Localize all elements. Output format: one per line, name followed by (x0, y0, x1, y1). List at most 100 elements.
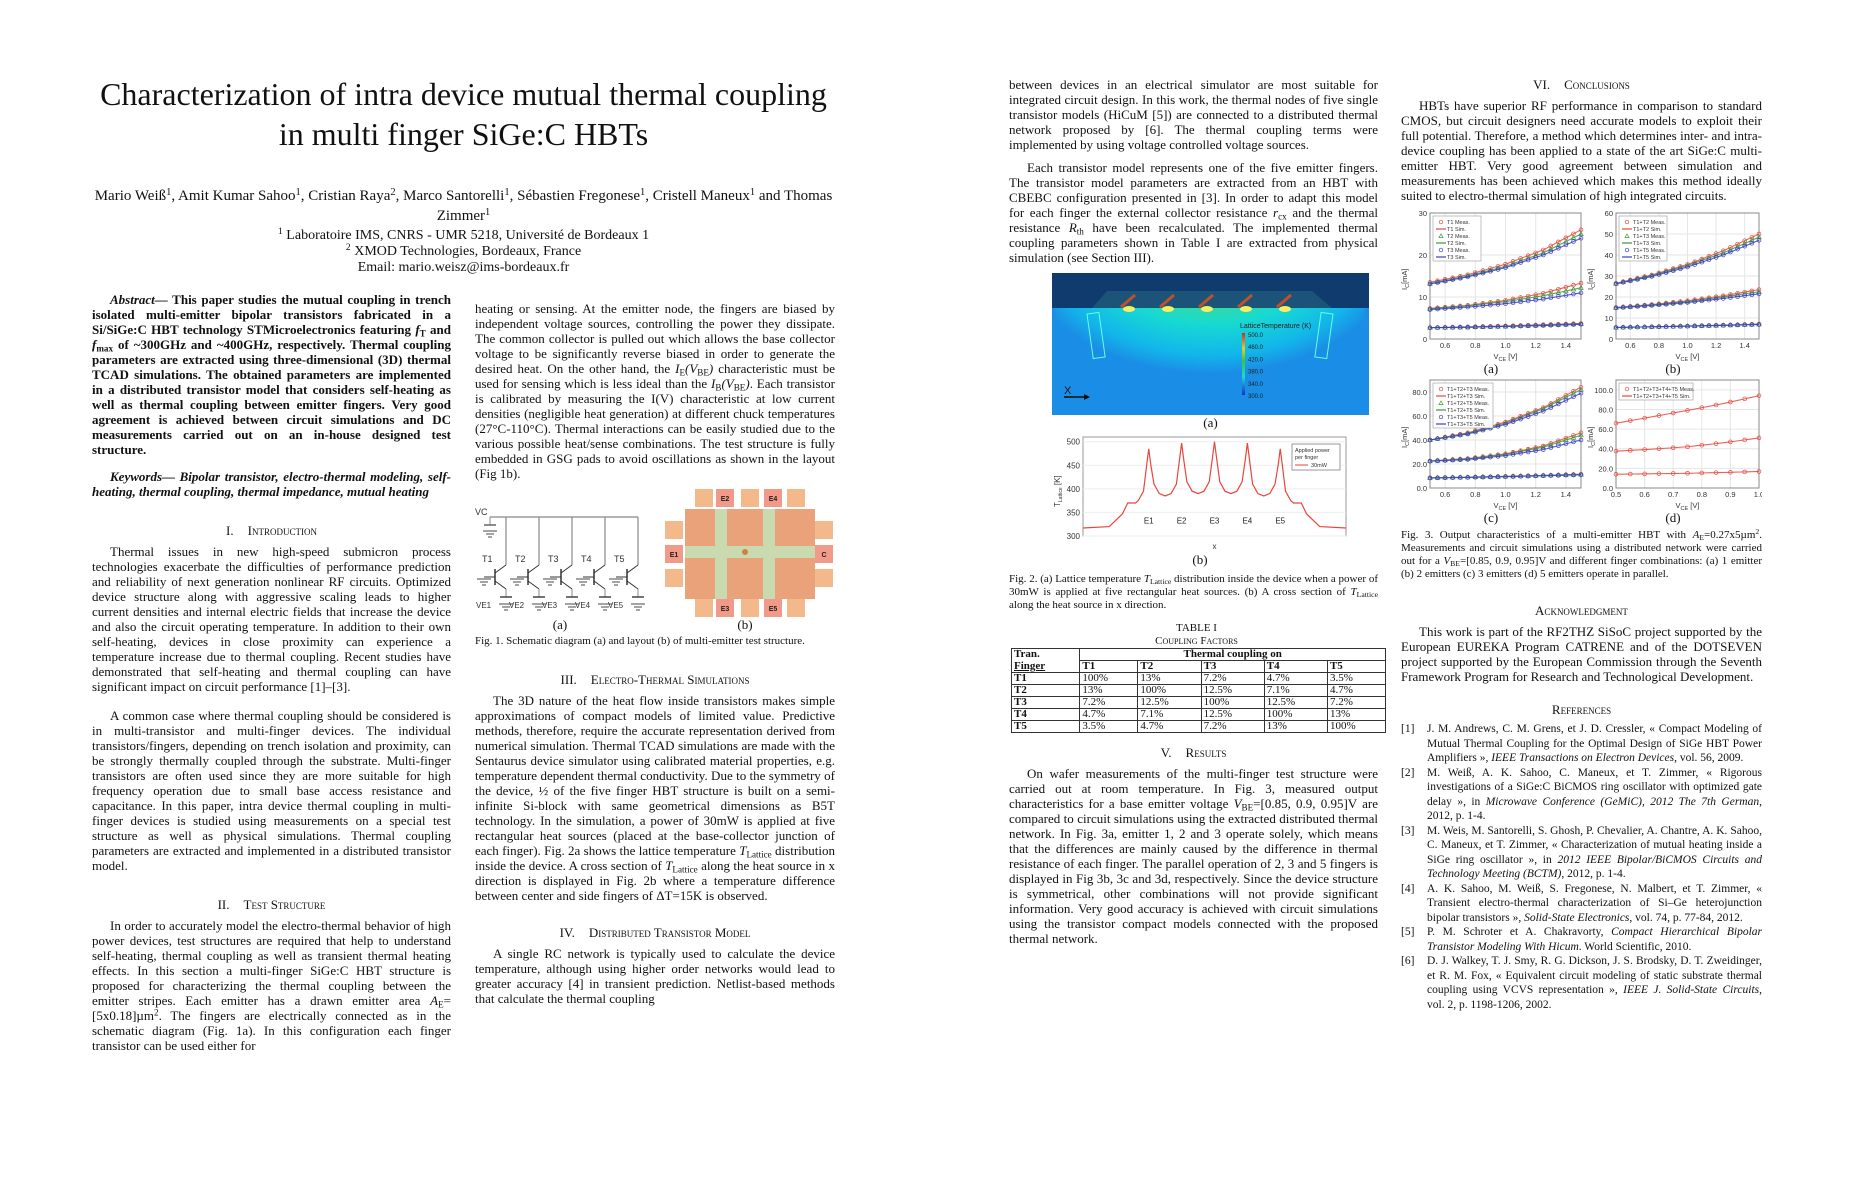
emitter-finger (1120, 293, 1136, 309)
measurement-marker (1728, 439, 1733, 445)
measurement-marker (1706, 257, 1712, 263)
pad-e1 (665, 545, 683, 563)
measurement-marker (1488, 302, 1493, 308)
measurement-marker (1510, 419, 1516, 425)
measurement-marker (1556, 246, 1561, 251)
measurement-marker (1472, 454, 1479, 460)
measurement-marker (1735, 246, 1740, 252)
transistor-collector (494, 564, 507, 574)
table-column-header: T2 (1137, 660, 1202, 673)
section-heading-introduction: I. Introduction (92, 523, 451, 539)
table-cell: 7.1% (1137, 708, 1202, 721)
plot-frame (1429, 212, 1582, 340)
math-symbol: T (1350, 586, 1357, 598)
reference-item: [5] P. M. Schroter et A. Chakravorty, Com… (1401, 925, 1762, 954)
measurement-marker (1427, 475, 1433, 481)
measurement-marker (1442, 457, 1448, 463)
superscript: 1 (504, 186, 510, 198)
reference-text: M. Weis, M. Santorelli, S. Ghosh, P. Che… (1427, 824, 1762, 881)
figure-3d-label: (d) (1665, 510, 1681, 525)
measurement-marker (1578, 322, 1584, 327)
y-axis-label-subscript: Lattice (1058, 487, 1064, 502)
measurement-marker (1756, 469, 1762, 474)
measurement-marker (1442, 435, 1448, 440)
superscript: 2 (1755, 527, 1760, 537)
math-symbol: V (1233, 796, 1242, 811)
measurement-marker (1548, 441, 1554, 447)
measurement-marker (1641, 274, 1648, 280)
legend-entry: T1 Sim. (1447, 227, 1466, 233)
measurement-marker (1450, 457, 1455, 463)
measurement-marker (1663, 270, 1669, 275)
figure-3d: 0.0 20.0 40.0 60.0 80.0 100.0 0.5 0.6 0.7 0.8 0.9 1… (1584, 376, 1762, 525)
measurement-marker (1548, 249, 1554, 254)
measurement-marker (1548, 445, 1554, 450)
measurement-marker (1670, 410, 1676, 416)
measurement-marker (1495, 424, 1501, 429)
table-cell: 7.2% (1200, 672, 1265, 685)
measurement-marker (1450, 434, 1455, 439)
reference-number: [4] (1401, 882, 1415, 895)
measurement-marker (1749, 235, 1755, 240)
emitter-label: E2 (1177, 516, 1187, 525)
math-symbol: ) (745, 376, 750, 391)
section-title: Distributed Transistor Model (588, 925, 751, 940)
measurement-marker (1628, 418, 1633, 423)
table-cell: 4.7% (1326, 684, 1387, 697)
affiliation-1: 1 Laboratoire IMS, CNRS - UMR 5218, Univ… (277, 226, 650, 243)
measurement-marker (1727, 246, 1734, 252)
measurement-marker (1670, 471, 1676, 476)
measurement-marker (1503, 265, 1508, 270)
bond-pad (665, 569, 683, 587)
measurement-marker (1563, 472, 1569, 478)
subscript: B (715, 382, 722, 393)
measurement-marker (1533, 448, 1538, 454)
measurement-marker (1742, 293, 1747, 298)
measurement-marker (1756, 288, 1762, 294)
math-symbol: f (92, 337, 97, 352)
y-tick-label: 20 (1605, 293, 1613, 302)
measurement-marker (1548, 288, 1554, 294)
measurement-marker (1532, 322, 1539, 328)
y-tick-label: 10 (1419, 293, 1427, 302)
figure-2b-label: (b) (1192, 552, 1208, 567)
math-symbol: IEEE Transactions on Electron Devices (1491, 752, 1675, 764)
measurement-marker (1434, 279, 1441, 284)
measurement-marker (1648, 272, 1655, 278)
x-tick-label: 0.8 (1697, 490, 1707, 499)
measurement-marker (1449, 456, 1456, 462)
data-series (1613, 238, 1762, 330)
figure-3a: 0 10 20 30 0.6 0.8 1.0 1.2 1.4 IC[mA] VCE [V] T1 Me… (1398, 209, 1584, 376)
measurement-marker (1548, 472, 1554, 478)
chart-legend: T1+T2+T3 Meas.T1+T2+T3 Sim.T1+T2+T5 Meas… (1432, 382, 1494, 429)
measurement-marker (1510, 474, 1516, 479)
vc-label: VC (475, 507, 488, 517)
y-axis-label: IC[mA] (1586, 427, 1597, 449)
measurement-marker (1503, 422, 1508, 427)
section-number: IV. (559, 925, 575, 940)
measurement-marker (1756, 238, 1762, 243)
math-symbol: I (711, 376, 716, 391)
measurement-marker (1635, 304, 1640, 309)
measurement-marker (1642, 447, 1647, 452)
subscript: Lattice (672, 864, 698, 875)
legend-marker (1438, 247, 1444, 253)
measurement-marker (1488, 474, 1493, 480)
measurement-marker (1656, 272, 1662, 277)
measurement-marker (1525, 322, 1531, 328)
section-number: I. (226, 523, 234, 538)
measurement-marker (1457, 432, 1463, 438)
figure-3-row-1: 0 10 20 30 0.6 0.8 1.0 1.2 1.4 IC[mA] VCE [V] T1 Me… (1398, 209, 1762, 376)
measurement-marker (1756, 393, 1762, 398)
measurement-marker (1480, 303, 1486, 308)
measurement-marker (1685, 300, 1690, 305)
figure-2a-label: (a) (1203, 415, 1218, 430)
axis-label-part: [mA] (1586, 427, 1595, 442)
measurement-marker (1663, 301, 1669, 307)
math-symbol: Microwave Conference (GeMiC), 2012 The 7… (1485, 795, 1760, 808)
axis-label-part: CE (1499, 506, 1507, 510)
x-tick-label: 1.4 (1739, 341, 1749, 350)
measurement-marker (1533, 411, 1538, 417)
plot-frame (1615, 212, 1760, 340)
x-axis-arrowhead (1084, 394, 1090, 400)
